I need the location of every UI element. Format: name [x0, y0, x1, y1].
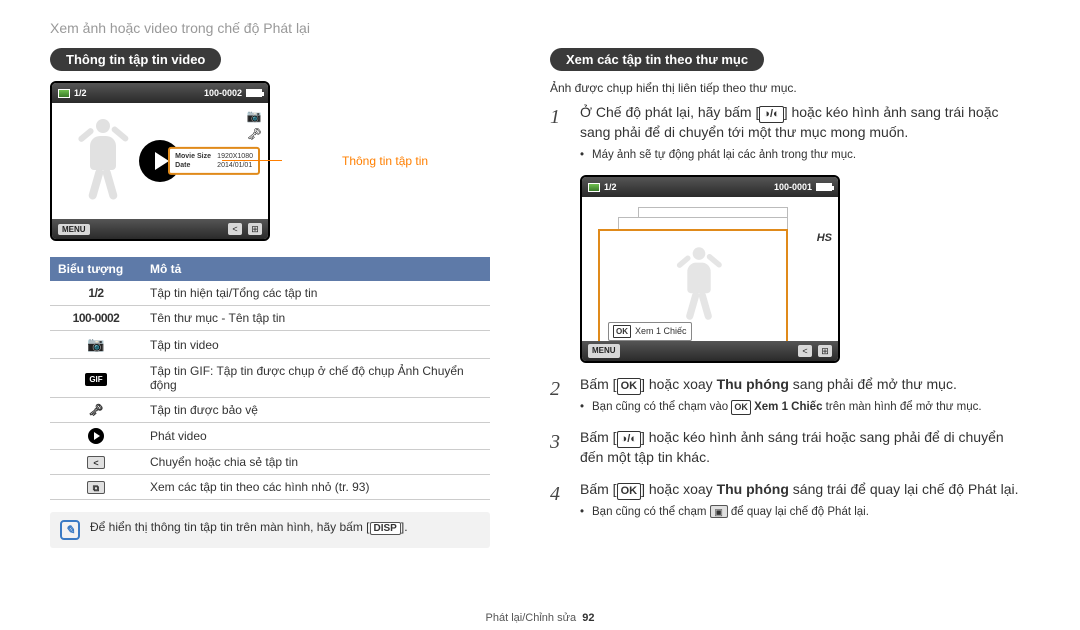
right-header-pill: Xem các tập tin theo thư mục: [550, 48, 764, 71]
table-row: <Chuyển hoặc chia sẻ tập tin: [50, 450, 490, 475]
file-info-box: Movie Size1920X1080 Date2014/01/01: [168, 147, 260, 175]
table-row: ⧉Xem các tập tin theo các hình nhỏ (tr. …: [50, 475, 490, 500]
video-screen: 1/2 100-0002: [50, 81, 270, 241]
share-icon[interactable]: <: [228, 223, 242, 235]
key-icon: OK: [617, 483, 642, 500]
subnote: Ảnh được chụp hiển thị liên tiếp theo th…: [550, 81, 1030, 95]
thumbnail-icon: [58, 89, 70, 98]
silhouette-icon: [68, 119, 138, 205]
th-desc: Mô tả: [142, 257, 490, 281]
left-column: Thông tin tập tin video 1/2 100-0002: [50, 48, 490, 548]
key-icon: ◑/◐: [759, 106, 783, 123]
left-header-pill: Thông tin tập tin video: [50, 48, 221, 71]
table-row: 📷Tập tin video: [50, 331, 490, 359]
table-row: 🗝Tập tin được bảo vệ: [50, 398, 490, 423]
info-icon: ✎: [60, 520, 80, 540]
table-row: 1/2Tập tin hiện tại/Tổng các tập tin: [50, 281, 490, 306]
page-footer: Phát lại/Chỉnh sửa 92: [0, 612, 1080, 624]
folder-screen: 1/2 100-0001 OKXem 1 Chiếc: [580, 175, 840, 363]
step: 4Bấm [OK] hoặc xoay Thu phóng sáng trái …: [550, 480, 1030, 520]
grid-icon[interactable]: ⊞: [248, 223, 262, 235]
video-icon: 📷: [247, 109, 262, 123]
battery-icon: [246, 89, 262, 97]
breadcrumb: Xem ảnh hoặc video trong chế độ Phát lại: [50, 20, 1030, 36]
step: 3Bấm [◑/◐] hoặc kéo hình ảnh sáng trái h…: [550, 428, 1030, 468]
step: 2Bấm [OK] hoặc xoay Thu phóng sang phải …: [550, 375, 1030, 415]
key-icon: OK: [617, 378, 642, 395]
file-counter: 1/2: [74, 88, 87, 98]
th-icon: Biểu tượng: [50, 257, 142, 281]
tip-box: ✎ Để hiển thị thông tin tập tin trên màn…: [50, 512, 490, 548]
icon-table: Biểu tượng Mô tả 1/2Tập tin hiện tại/Tổn…: [50, 257, 490, 500]
menu-button[interactable]: MENU: [58, 224, 90, 235]
table-row: 100-0002Tên thư mục - Tên tập tin: [50, 306, 490, 331]
key-icon: ◑/◐: [617, 431, 641, 448]
callout: Thông tin tập tin: [282, 154, 428, 168]
table-row: GIFTập tin GIF: Tập tin được chụp ở chế …: [50, 359, 490, 398]
step: 1Ở Chế độ phát lại, hãy bấm [◑/◐] hoặc k…: [550, 103, 1030, 163]
disp-key: DISP: [370, 522, 401, 535]
folder-name: 100-0002: [204, 88, 242, 98]
right-column: Xem các tập tin theo thư mục Ảnh được ch…: [550, 48, 1030, 548]
lock-icon: 🗝: [247, 127, 262, 141]
steps-list: 1Ở Chế độ phát lại, hãy bấm [◑/◐] hoặc k…: [550, 103, 1030, 520]
table-row: Phát video: [50, 423, 490, 450]
